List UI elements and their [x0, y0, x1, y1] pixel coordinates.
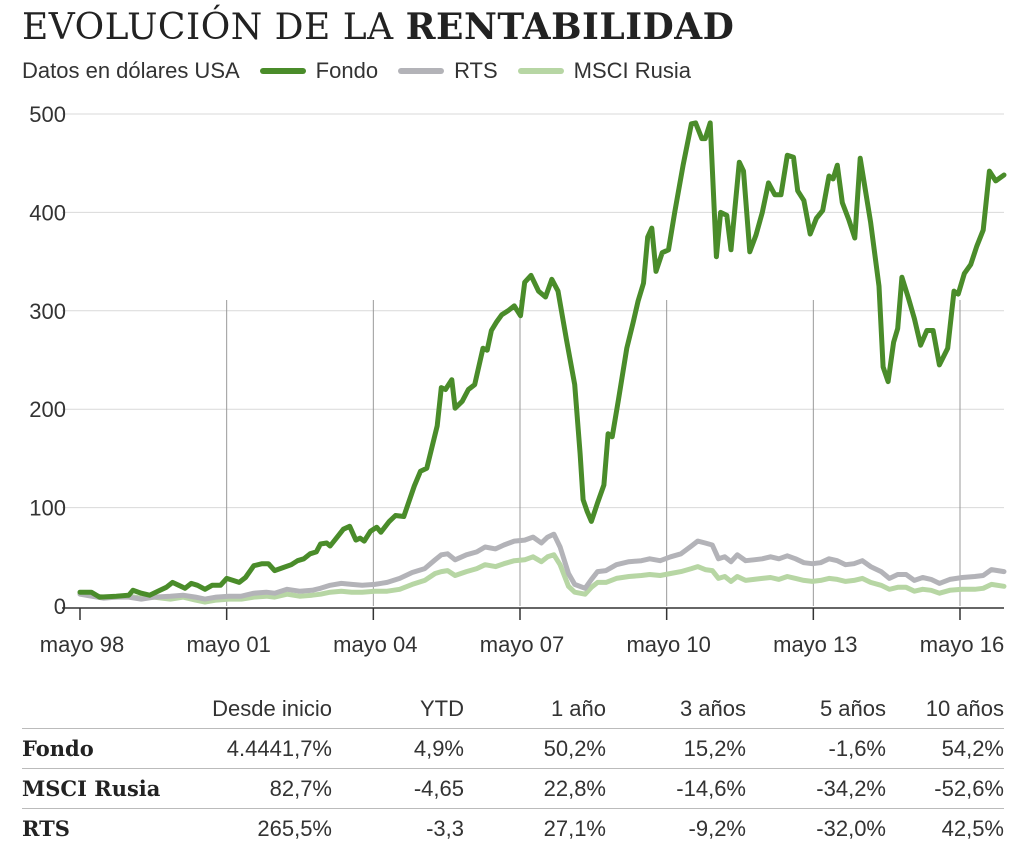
table-header-blank — [22, 690, 190, 729]
y-tick-label-500: 500 — [29, 102, 66, 127]
table-row-msci-rusia: MSCI Rusia 82,7% -4,65 22,8% -14,6% -34,… — [22, 769, 1004, 809]
row-label: Fondo — [22, 729, 190, 769]
table-cell: 42,5% — [886, 809, 1004, 848]
table-cell: -4,65 — [332, 769, 464, 809]
x-tick-label-5: mayo 13 — [773, 632, 857, 657]
table-cell: -3,3 — [332, 809, 464, 848]
x-tick-label-1: mayo 01 — [186, 632, 270, 657]
x-tick-label-2: mayo 04 — [333, 632, 417, 657]
table-cell: -34,2% — [746, 769, 886, 809]
table-header-desde-inicio: Desde inicio — [190, 690, 332, 729]
y-tick-label-200: 200 — [29, 397, 66, 422]
x-tick-label-4: mayo 10 — [626, 632, 710, 657]
series-line-rts — [80, 534, 1004, 599]
table-cell: 22,8% — [464, 769, 606, 809]
table-cell: -52,6% — [886, 769, 1004, 809]
x-tick-label-0: mayo 98 — [40, 632, 124, 657]
table-header-1-ano: 1 año — [464, 690, 606, 729]
table-cell: -32,0% — [746, 809, 886, 848]
table-row-fondo: Fondo 4.4441,7% 4,9% 50,2% 15,2% -1,6% 5… — [22, 729, 1004, 769]
table-cell: -1,6% — [746, 729, 886, 769]
y-tick-label-100: 100 — [29, 496, 66, 521]
table-cell: 265,5% — [190, 809, 332, 848]
table-cell: -9,2% — [606, 809, 746, 848]
table-header-10-anos: 10 años — [886, 690, 1004, 729]
x-tick-label-3: mayo 07 — [480, 632, 564, 657]
table-header-5-anos: 5 años — [746, 690, 886, 729]
returns-table: Desde inicio YTD 1 año 3 años 5 años 10 … — [22, 690, 1004, 848]
table-cell: 50,2% — [464, 729, 606, 769]
table-header-row: Desde inicio YTD 1 año 3 años 5 años 10 … — [22, 690, 1004, 729]
table-header-3-anos: 3 años — [606, 690, 746, 729]
row-label: RTS — [22, 809, 190, 848]
table-cell: -14,6% — [606, 769, 746, 809]
table-cell: 4.4441,7% — [190, 729, 332, 769]
table-row-rts: RTS 265,5% -3,3 27,1% -9,2% -32,0% 42,5% — [22, 809, 1004, 848]
table-header-ytd: YTD — [332, 690, 464, 729]
x-tick-label-6: mayo 16 — [920, 632, 1004, 657]
y-tick-label-0: 0 — [54, 594, 66, 619]
table-cell: 4,9% — [332, 729, 464, 769]
table-cell: 82,7% — [190, 769, 332, 809]
y-tick-label-300: 300 — [29, 299, 66, 324]
row-label: MSCI Rusia — [22, 769, 190, 809]
table-cell: 27,1% — [464, 809, 606, 848]
line-chart: 0 100 200 300 400 500 mayo 98 mayo 01 mayo 04 may… — [0, 0, 1032, 680]
table-cell: 15,2% — [606, 729, 746, 769]
y-tick-label-400: 400 — [29, 200, 66, 225]
series-line-fondo — [80, 123, 1004, 597]
table-cell: 54,2% — [886, 729, 1004, 769]
